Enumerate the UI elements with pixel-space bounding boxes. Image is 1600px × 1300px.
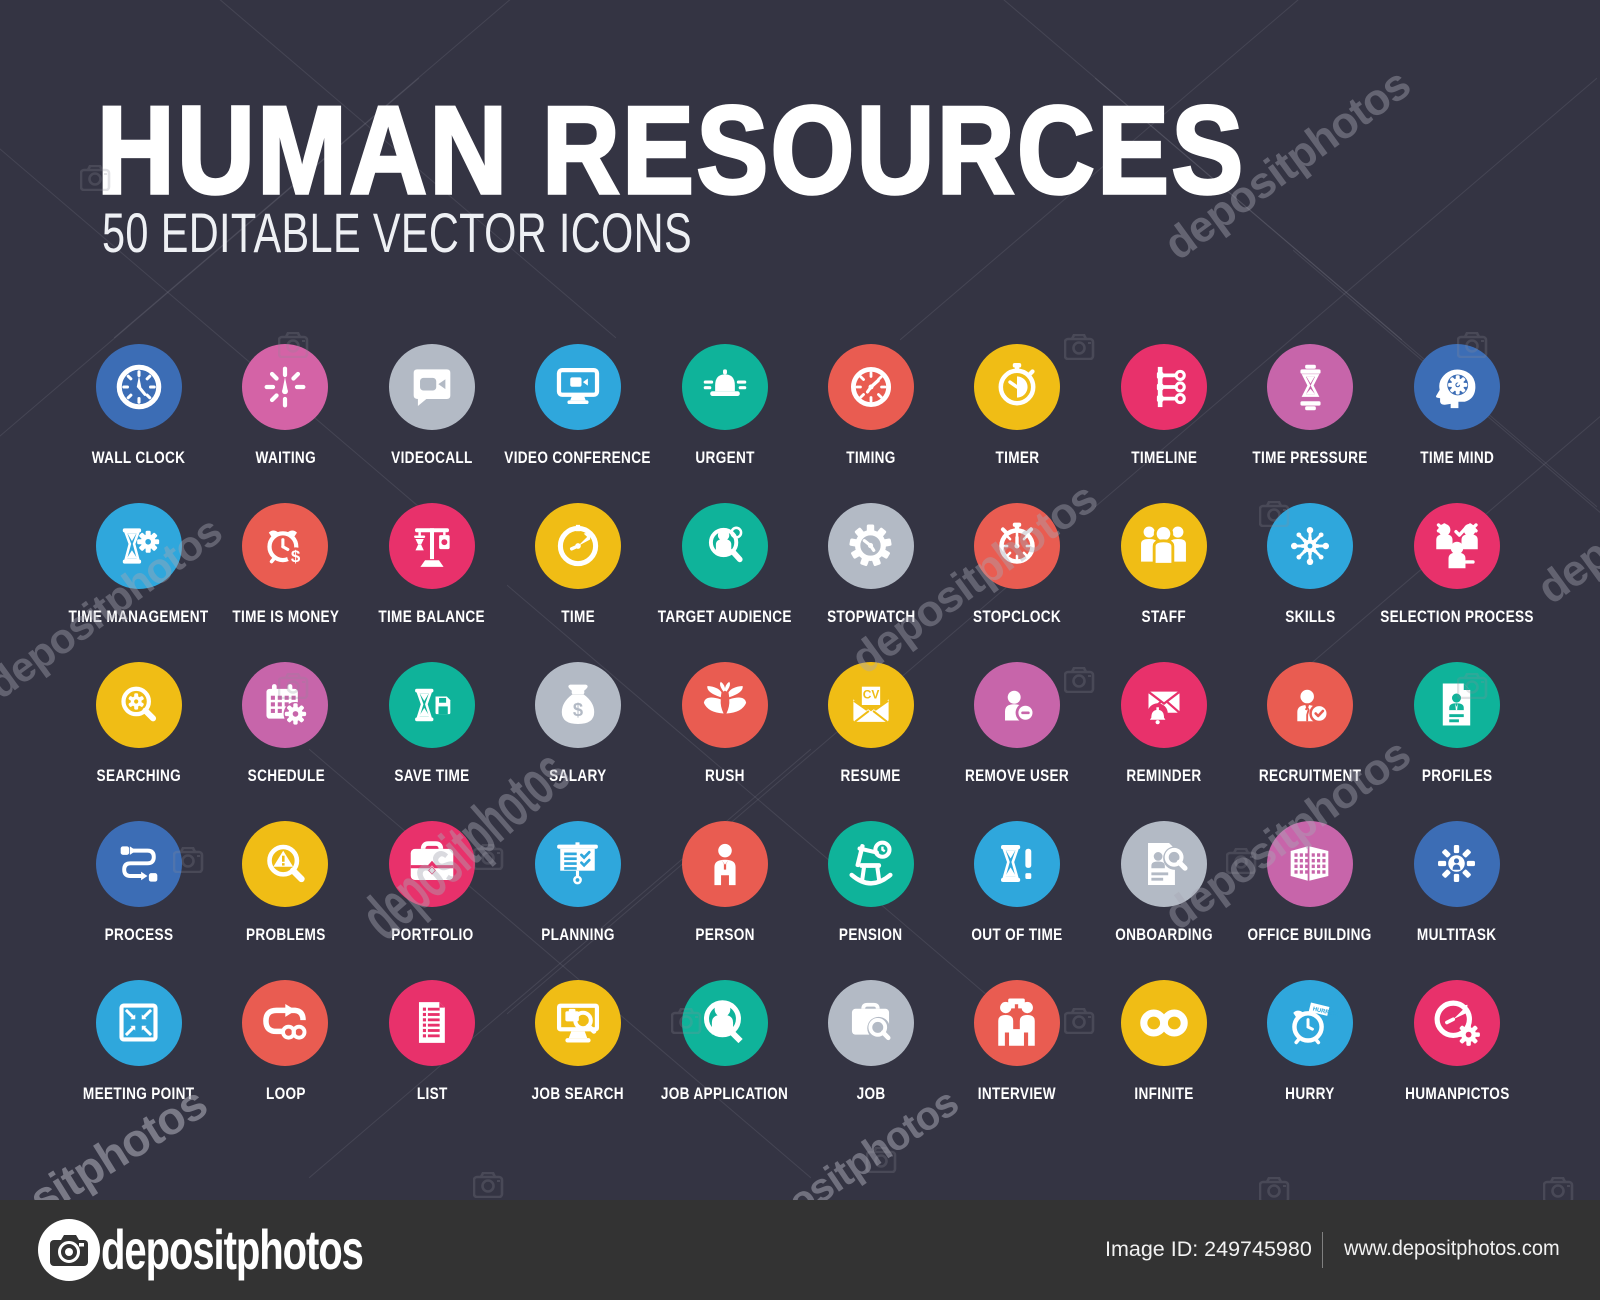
svg-text:$: $ — [573, 699, 583, 720]
svg-text:CV: CV — [863, 688, 880, 702]
svg-text:$: $ — [291, 547, 301, 566]
svg-text:HURRY!!!: HURRY!!! — [1312, 1007, 1339, 1019]
